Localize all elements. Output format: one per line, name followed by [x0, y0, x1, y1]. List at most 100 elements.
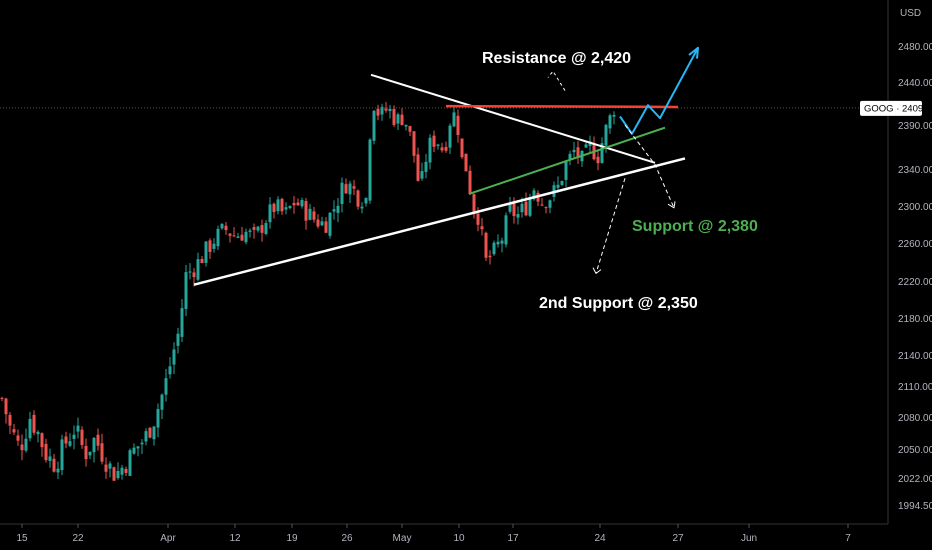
candle: [444, 141, 448, 153]
candle: [24, 428, 28, 453]
candle: [548, 199, 552, 214]
candle: [404, 124, 408, 131]
y-tick-label: 2220.00: [898, 277, 932, 288]
candle: [76, 417, 80, 439]
candle: [524, 192, 528, 217]
y-tick-label: 2260.00: [898, 239, 932, 250]
candle: [96, 428, 100, 451]
x-tick-label: 24: [594, 533, 606, 544]
candle: [536, 190, 540, 207]
candle: [176, 327, 180, 354]
candle: [28, 411, 32, 442]
candle: [4, 397, 8, 424]
candle: [280, 197, 284, 215]
candle: [416, 147, 420, 182]
candle: [600, 137, 604, 164]
candle: [224, 222, 228, 235]
candle: [460, 138, 464, 159]
candle: [100, 433, 104, 465]
candle: [484, 231, 488, 261]
candle: [160, 393, 164, 420]
candle: [456, 109, 460, 143]
candle: [292, 195, 296, 214]
y-tick-label: 2180.00: [898, 314, 932, 325]
x-tick-label: 12: [229, 533, 241, 544]
candle: [108, 461, 112, 478]
candle: [152, 426, 156, 446]
candle: [220, 223, 224, 230]
candle: [288, 205, 292, 210]
candle: [140, 439, 144, 455]
candle: [44, 438, 48, 463]
candle: [352, 179, 356, 196]
candle: [360, 202, 364, 214]
candle: [40, 432, 44, 457]
candle: [348, 180, 352, 204]
candle: [304, 197, 308, 230]
candle: [496, 234, 500, 248]
candle: [296, 198, 300, 206]
candle: [508, 196, 512, 214]
candle: [248, 228, 252, 238]
candle: [492, 240, 496, 256]
candle: [12, 423, 16, 436]
candle: [308, 203, 312, 221]
price-tag: GOOG · 2409.86: [860, 100, 932, 116]
x-tick-label: 26: [341, 533, 353, 544]
candle: [156, 403, 160, 438]
y-axis: 1994.50 2022.00 2050.00 2080.00 2110.00 2140.…: [887, 0, 932, 524]
candle: [192, 268, 196, 287]
candle: [608, 113, 612, 134]
candle: [104, 457, 108, 479]
resistance-pointer: [547, 70, 566, 91]
candle: [380, 103, 384, 121]
candle: [136, 446, 140, 457]
candle: [236, 232, 240, 239]
candle: [196, 252, 200, 282]
candle: [32, 410, 36, 436]
candle: [432, 130, 436, 152]
x-tick-label: 27: [672, 533, 684, 544]
candle: [252, 223, 256, 239]
candle: [364, 197, 368, 207]
candle: [92, 436, 96, 463]
candle: [564, 160, 568, 188]
x-tick-label: 17: [507, 533, 519, 544]
candle: [396, 112, 400, 130]
upper-trendline: [370, 73, 656, 164]
candle: [448, 123, 452, 154]
candle: [368, 138, 372, 204]
x-axis: 15 22 Apr 12 19 26 May 10 17 24 27 Jun 7: [0, 523, 888, 544]
candle: [240, 226, 244, 241]
candle: [8, 411, 12, 434]
candle: [400, 108, 404, 126]
candle: [356, 189, 360, 210]
candle: [132, 443, 136, 455]
support-annotation: Support @ 2,380: [632, 218, 758, 235]
candlestick-series: [0, 101, 616, 481]
y-tick-label: 1994.50: [898, 501, 932, 512]
candle: [428, 134, 432, 170]
x-tick-label: Apr: [160, 533, 176, 544]
currency-label: USD: [900, 8, 921, 19]
bearish-arrow-head: [667, 201, 676, 209]
candle: [324, 217, 328, 233]
candle: [112, 466, 116, 481]
x-tick-label: 19: [286, 533, 298, 544]
candle: [328, 211, 332, 239]
y-tick-label: 2110.00: [898, 382, 932, 393]
candle: [268, 197, 272, 229]
candle: [612, 111, 616, 125]
candle: [560, 180, 564, 187]
candle: [260, 219, 264, 242]
candle: [60, 434, 64, 476]
support-line: [468, 126, 666, 195]
candle: [576, 140, 580, 165]
candle: [52, 454, 56, 473]
y-tick-label: 2050.00: [898, 445, 932, 456]
price-tag-text: GOOG · 2409.86: [864, 103, 932, 114]
candle: [56, 461, 60, 480]
candle: [88, 451, 92, 460]
